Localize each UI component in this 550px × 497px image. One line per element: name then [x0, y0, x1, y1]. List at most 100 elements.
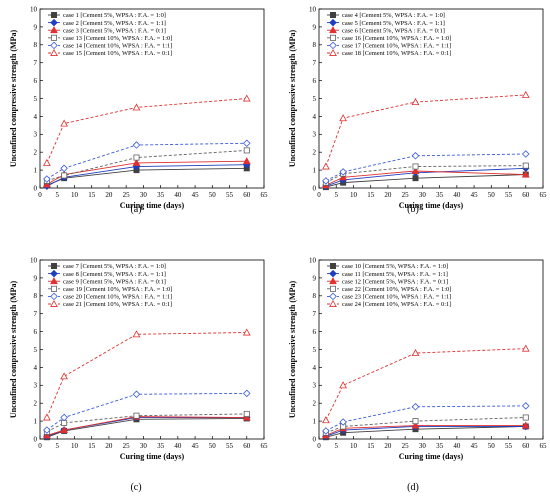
- data-point: [133, 154, 140, 161]
- data-point: [322, 427, 330, 435]
- data-point: [133, 412, 140, 419]
- data-point: [132, 103, 141, 111]
- y-tick-label: 1: [34, 167, 38, 175]
- series-4: [43, 410, 250, 435]
- y-tick-label: 4: [313, 113, 317, 121]
- y-axis-label: Unconfined compressive strength (MPa): [9, 281, 18, 419]
- y-tick-label: 10: [30, 256, 38, 264]
- legend-entry: case 15 [Cement 10%, WPSA : F.A. = 0:1]: [63, 50, 172, 57]
- data-point: [43, 175, 51, 183]
- data-point: [339, 168, 347, 176]
- series-line: [325, 174, 526, 188]
- x-tick-label: 40: [174, 191, 182, 199]
- legend-entry: case 16 [Cement 10%, WPSA : F.A. = 1:0]: [342, 35, 451, 42]
- y-tick-label: 6: [34, 328, 38, 336]
- data-point: [522, 402, 530, 410]
- x-tick-label: 45: [471, 191, 479, 199]
- x-tick-label: 25: [123, 442, 131, 450]
- data-point: [339, 114, 348, 122]
- data-point: [522, 162, 529, 169]
- data-point: [242, 328, 251, 336]
- legend-marker: [50, 277, 58, 285]
- series-3: [43, 157, 251, 188]
- legend-marker: [329, 26, 337, 34]
- series-line: [325, 348, 526, 421]
- y-tick-label: 5: [34, 95, 38, 103]
- legend-entry: case 20 [Cement 10%, WPSA : F.A. = 1:1]: [63, 294, 172, 301]
- legend-entry: case 18 [Cement 10%, WPSA : F.A. = 0:1]: [342, 50, 451, 57]
- y-tick-label: 9: [313, 23, 317, 31]
- data-point: [243, 410, 250, 417]
- x-tick-label: 25: [402, 442, 410, 450]
- x-tick-label: 50: [209, 191, 217, 199]
- data-point: [61, 172, 68, 179]
- data-point: [411, 403, 420, 411]
- series-5: [43, 139, 251, 183]
- y-tick-label: 2: [34, 149, 38, 157]
- panel-label: (c): [130, 482, 141, 493]
- data-point: [411, 98, 420, 106]
- x-tick-label: 40: [453, 442, 461, 450]
- x-tick-label: 50: [209, 442, 217, 450]
- data-point: [339, 381, 348, 389]
- y-tick-label: 7: [313, 310, 317, 318]
- data-point: [521, 421, 530, 429]
- x-tick-label: 60: [522, 191, 530, 199]
- series-line: [46, 417, 247, 437]
- series-line: [325, 165, 526, 184]
- data-point: [411, 166, 420, 174]
- data-point: [132, 330, 141, 338]
- legend-entry: case 13 [Cement 10%, WPSA : F.A. = 1:0]: [63, 35, 172, 42]
- x-tick-label: 30: [419, 442, 427, 450]
- x-tick-label: 50: [488, 442, 496, 450]
- legend-entry: case 11 [Cement 5%, WPSA : F.A. = 1:1]: [342, 271, 448, 278]
- series-5: [322, 150, 530, 185]
- legend-entry: case 1 [Cement 5%, WPSA : F.A. = 1:0]: [63, 12, 166, 19]
- x-tick-label: 30: [140, 191, 148, 199]
- x-tick-label: 50: [488, 191, 496, 199]
- y-tick-label: 4: [313, 364, 317, 372]
- legend-marker: [51, 34, 58, 41]
- data-point: [43, 180, 51, 188]
- series-line: [46, 416, 247, 436]
- series-line: [325, 417, 526, 434]
- legend-marker: [329, 277, 337, 285]
- series-line: [46, 417, 247, 438]
- x-tick-label: 30: [419, 191, 427, 199]
- x-tick-label: 35: [436, 191, 444, 199]
- legend-entry: case 12 [Cement 5%, WPSA : F.A. = 0:1]: [342, 278, 448, 285]
- x-tick-label: 15: [88, 191, 96, 199]
- x-tick-label: 20: [105, 191, 113, 199]
- data-point: [521, 90, 530, 98]
- y-tick-label: 5: [313, 346, 317, 354]
- series-line: [46, 413, 247, 433]
- series-line: [46, 149, 247, 182]
- x-axis-label: Curing time (days): [120, 201, 185, 210]
- y-tick-label: 8: [313, 41, 317, 49]
- legend-entry: case 17 [Cement 10%, WPSA : F.A. = 1:1]: [342, 43, 451, 50]
- x-tick-label: 45: [192, 191, 200, 199]
- x-tick-label: 65: [540, 442, 548, 450]
- series-line: [325, 170, 526, 186]
- series-line: [325, 405, 526, 432]
- data-point: [412, 163, 419, 170]
- x-tick-label: 45: [471, 442, 479, 450]
- x-axis-label: Curing time (days): [399, 201, 464, 210]
- data-point: [43, 426, 51, 434]
- data-point: [132, 158, 141, 166]
- panel-label: (d): [407, 482, 419, 493]
- y-tick-label: 3: [313, 131, 317, 139]
- data-point: [242, 413, 251, 421]
- legend-marker: [329, 11, 336, 18]
- y-tick-label: 10: [309, 5, 317, 13]
- x-tick-label: 10: [350, 191, 358, 199]
- x-tick-label: 25: [123, 191, 131, 199]
- y-tick-label: 0: [313, 184, 317, 192]
- data-point: [242, 157, 251, 165]
- y-tick-label: 5: [34, 346, 38, 354]
- series-2: [43, 413, 251, 441]
- y-tick-label: 10: [309, 256, 317, 264]
- y-tick-label: 6: [313, 328, 317, 336]
- x-tick-label: 0: [38, 442, 42, 450]
- legend-marker: [50, 41, 58, 50]
